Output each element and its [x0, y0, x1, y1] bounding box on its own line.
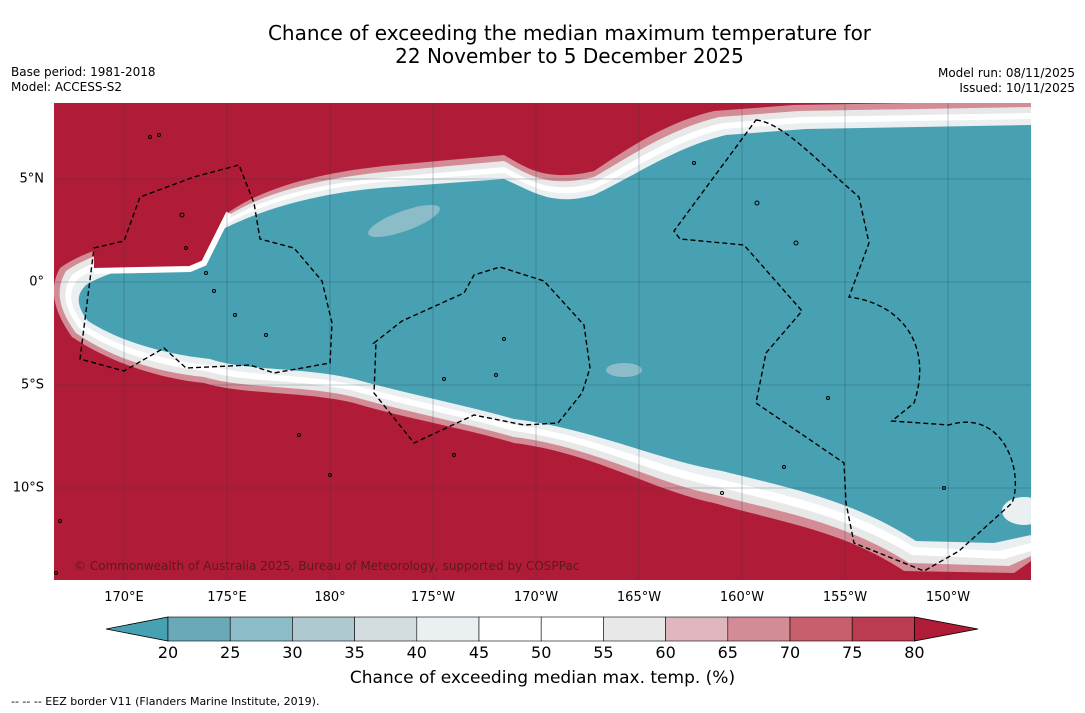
- colorbar-segment: [789, 616, 853, 642]
- lat-label: 5°S: [20, 377, 44, 393]
- colorbar-tick-label: 30: [282, 643, 303, 662]
- colorbar-tick-label: 55: [593, 643, 614, 662]
- meta-left: Base period: 1981-2018 Model: ACCESS-S2: [11, 65, 156, 95]
- colorbar-tick-label: 50: [531, 643, 552, 662]
- lon-label: 175°W: [410, 590, 456, 605]
- colorbar-segment: [167, 616, 231, 642]
- colorbar-segment: [540, 616, 604, 642]
- lon-label: 155°W: [822, 590, 868, 605]
- lat-label: 10°S: [12, 480, 44, 496]
- meta-right: Model run: 08/11/2025 Issued: 10/11/2025: [938, 66, 1075, 96]
- forecast-map: © Commonwealth of Australia 2025, Bureau…: [54, 103, 1031, 580]
- base-period: Base period: 1981-2018: [11, 65, 156, 79]
- graticule: [54, 103, 1031, 580]
- light-patch: [1002, 497, 1031, 525]
- eez-border-line-islands: [673, 119, 1016, 572]
- eez-legend: -- -- -- EEZ border V11 (Flanders Marine…: [11, 695, 320, 708]
- lon-label: 170°E: [104, 590, 144, 605]
- eez-border-phoenix: [371, 266, 591, 444]
- islands: [54, 133, 946, 575]
- warm-pocket-edge: [93, 211, 232, 274]
- lat-label: 5°N: [19, 171, 45, 187]
- low-probability-area: [78, 125, 1031, 543]
- colorbar-tick-label: 80: [904, 643, 925, 662]
- colorbar-segment: [416, 616, 480, 642]
- colorbar-low-arrow: [106, 616, 169, 642]
- colorbar-segment: [665, 616, 729, 642]
- lon-label: 160°W: [719, 590, 765, 605]
- light-patch: [368, 204, 440, 238]
- colorbar-tick-label: 75: [842, 643, 863, 662]
- lon-label: 175°E: [207, 590, 247, 605]
- colorbar: [106, 616, 979, 642]
- lon-label: 180°: [314, 590, 346, 605]
- lat-label: 0°: [29, 274, 44, 290]
- lon-label: 165°W: [616, 590, 662, 605]
- colorbar-high-arrow: [914, 616, 979, 642]
- warm-pocket: [94, 175, 229, 271]
- title-line-2: 22 November to 5 December 2025: [395, 44, 744, 68]
- title-line-1: Chance of exceeding the median maximum t…: [267, 21, 872, 45]
- colorbar-tick-label: 60: [655, 643, 676, 662]
- colorbar-segment: [727, 616, 791, 642]
- issued-date: Issued: 10/11/2025: [959, 81, 1075, 95]
- colorbar-tick-label: 35: [344, 643, 365, 662]
- colorbar-tick-label: 40: [406, 643, 427, 662]
- colorbar-segment: [603, 616, 666, 642]
- model-name: Model: ACCESS-S2: [11, 80, 123, 94]
- colorbar-tick-label: 70: [779, 643, 801, 662]
- light-patch: [606, 363, 642, 377]
- colorbar-segment: [229, 616, 293, 642]
- chart-title: Chance of exceeding the median maximum t…: [0, 22, 1085, 68]
- colorbar-segment: [478, 616, 542, 642]
- eez-border-tuvalu: [79, 164, 333, 374]
- model-run: Model run: 08/11/2025: [937, 66, 1075, 80]
- colorbar-segment: [851, 616, 915, 642]
- colorbar-segment: [292, 616, 355, 642]
- eez-borders: [79, 119, 1016, 572]
- lon-label: 170°W: [513, 590, 559, 605]
- colorbar-tick-label: 25: [220, 643, 241, 662]
- lon-label: 150°W: [925, 590, 971, 605]
- colorbar-segment: [354, 616, 418, 642]
- copyright: © Commonwealth of Australia 2025, Bureau…: [74, 559, 579, 573]
- colorbar-tick-label: 45: [468, 643, 490, 662]
- colorbar-tick-label: 65: [717, 643, 738, 662]
- colorbar-label: Chance of exceeding median max. temp. (%…: [349, 668, 736, 688]
- colorbar-tick-label: 20: [157, 643, 179, 662]
